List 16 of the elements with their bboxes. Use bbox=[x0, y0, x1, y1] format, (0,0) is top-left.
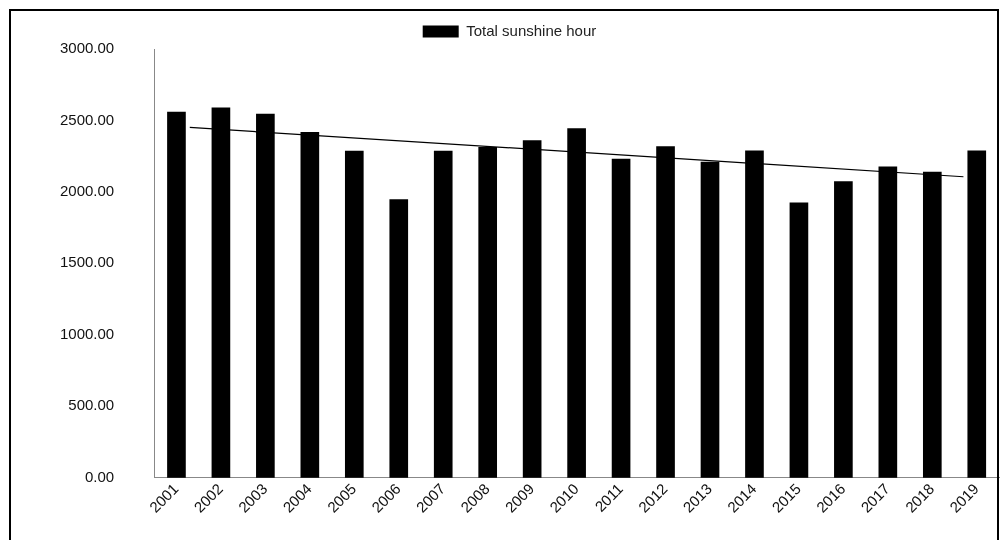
y-tick-label: 2000.00 bbox=[59, 182, 115, 200]
bar bbox=[344, 150, 364, 478]
bar bbox=[611, 158, 631, 478]
y-tick-label: 2500.00 bbox=[59, 110, 115, 128]
y-tick-label: 1500.00 bbox=[59, 253, 115, 271]
bar bbox=[433, 150, 453, 478]
y-tick-label: 500.00 bbox=[68, 396, 115, 414]
y-tick-label: 1000.00 bbox=[59, 324, 115, 342]
bar bbox=[789, 202, 809, 478]
bar bbox=[967, 150, 987, 478]
legend-label: Total sunshine hour bbox=[466, 21, 597, 39]
bar bbox=[834, 181, 853, 478]
bar bbox=[389, 199, 409, 478]
y-tick-label: 0.00 bbox=[85, 467, 115, 485]
bar bbox=[167, 111, 186, 478]
y-tick-label: 3000.00 bbox=[59, 39, 115, 57]
